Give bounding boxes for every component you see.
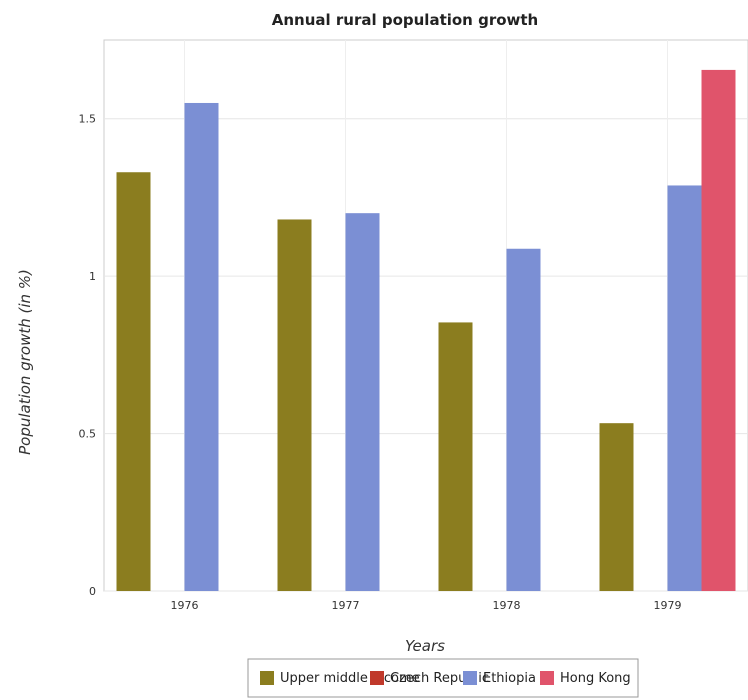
x-axis-ticks: 1976 1977 1978 1979 bbox=[171, 599, 682, 612]
y-tick-label: 1.5 bbox=[79, 113, 97, 126]
x-tick-label: 1978 bbox=[493, 599, 521, 612]
bar-ethiopia-1978 bbox=[506, 248, 541, 591]
legend-swatch bbox=[260, 671, 274, 685]
bar-ethiopia-1977 bbox=[345, 213, 380, 591]
bar-ethiopia-1979 bbox=[667, 185, 702, 592]
bar-hong-kong-1979 bbox=[701, 69, 736, 591]
bar-ethiopia-1976 bbox=[184, 102, 219, 591]
legend-swatch bbox=[463, 671, 477, 685]
x-tick-label: 1977 bbox=[332, 599, 360, 612]
y-tick-label: 0.5 bbox=[79, 428, 97, 441]
x-axis-label: Years bbox=[405, 637, 445, 655]
bar-upper-middle-income-1979 bbox=[599, 423, 634, 591]
bar-upper-middle-income-1976 bbox=[116, 172, 151, 592]
legend-swatch bbox=[370, 671, 384, 685]
bar-upper-middle-income-1977 bbox=[277, 219, 312, 591]
bar-upper-middle-income-1978 bbox=[438, 322, 473, 591]
y-axis-ticks: 0 0.5 1 1.5 bbox=[79, 113, 97, 598]
legend-label: Ethiopia bbox=[483, 671, 536, 686]
legend-box bbox=[247, 658, 639, 698]
legend-swatch bbox=[540, 671, 554, 685]
x-tick-label: 1976 bbox=[171, 599, 199, 612]
y-tick-label: 1 bbox=[89, 270, 96, 283]
chart-title: Annual rural population growth bbox=[272, 11, 538, 29]
legend-label: Upper middle income bbox=[280, 671, 420, 686]
bars bbox=[116, 69, 736, 592]
y-axis-label: Population growth (in %) bbox=[16, 269, 34, 455]
legend-label: Hong Kong bbox=[560, 671, 631, 686]
x-tick-label: 1979 bbox=[654, 599, 682, 612]
y-tick-label: 0 bbox=[89, 585, 96, 598]
